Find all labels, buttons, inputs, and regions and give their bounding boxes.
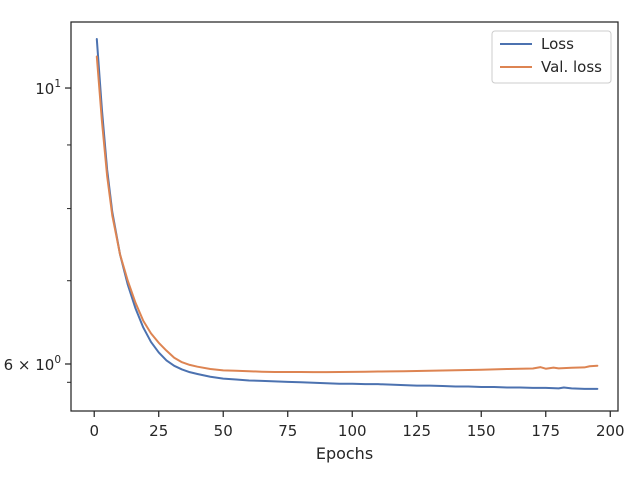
legend-label-loss: Loss [541, 35, 574, 53]
x-tick-label: 175 [531, 422, 560, 440]
x-tick-label: 100 [338, 422, 367, 440]
plot-frame [70, 21, 619, 412]
x-axis: 0 25 50 75 100 125 150 175 200 [89, 411, 625, 440]
series-line-loss [95, 38, 599, 390]
y-tick-label: 6 × 100 [4, 354, 61, 374]
y-axis: 101 6 × 100 [4, 78, 71, 383]
x-tick-label: 200 [596, 422, 625, 440]
x-tick-label: 125 [402, 422, 431, 440]
series-layer [95, 38, 599, 390]
x-tick-label: 25 [149, 422, 168, 440]
series-line-val-loss [95, 55, 599, 374]
x-tick-label: 150 [467, 422, 496, 440]
legend: Loss Val. loss [491, 30, 612, 84]
x-tick-label: 50 [214, 422, 233, 440]
x-tick-label: 75 [278, 422, 297, 440]
x-axis-label: Epochs [316, 444, 373, 463]
y-tick-label: 101 [35, 78, 61, 98]
x-tick-label: 0 [89, 422, 99, 440]
legend-label-val-loss: Val. loss [541, 58, 602, 76]
